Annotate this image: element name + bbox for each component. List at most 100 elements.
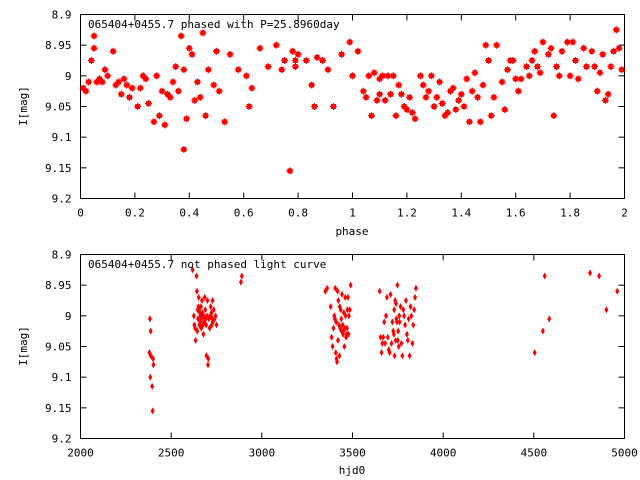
phased-data-point [289,47,297,55]
phased-data-point [397,90,405,98]
phased-data-point [452,106,460,114]
unphased-data-point [345,324,350,332]
phased-data-point [256,44,264,52]
unphased-data-point [393,336,398,344]
phased-data-point [381,96,389,104]
unphased-data-point [404,330,409,338]
unphased-data-point [384,293,389,301]
phased-data-point [172,63,180,71]
phased-data-point [460,103,468,110]
unphased-data-point [334,318,339,326]
phased-data-point [191,96,199,104]
phased-data-point [504,66,512,74]
phased-y-tick-label: 8.9 [52,9,72,22]
phased-data-point [196,93,204,101]
phased-data-point [221,118,229,126]
phased-x-tick-label: 0.4 [179,207,199,220]
unphased-data-point [615,287,620,295]
unphased-data-point [346,312,351,320]
phased-data-point [588,47,596,55]
phased-data-point [425,87,433,95]
unphased-data-point [413,293,418,301]
unphased-data-point [409,312,414,320]
phased-data-point [87,57,95,64]
phased-panel: 8.9 8.95 9 9.05 9.1 9.15 9.2 0 0.2 0.4 0.6 0.8 1 1.2… [17,9,628,239]
phased-data-point [85,78,93,86]
phased-data-point [349,72,356,80]
phased-data-point [406,93,414,101]
phased-data-point [531,47,539,55]
phased-x-tick-label: 1.4 [451,207,471,220]
phased-data-point [368,112,376,120]
unphased-data-point [342,343,347,350]
unphased-y-tick-label: 9.05 [45,341,72,354]
phased-data-point [183,115,191,123]
unphased-data-point [209,309,214,317]
unphased-data-point [150,407,155,415]
phased-data-point [215,87,223,95]
phased-data-point [142,75,150,83]
phased-x-tick-labels: 0 0.2 0.4 0.6 0.8 1 1.2 1.4 1.6 1.8 2 [77,207,628,220]
phased-y-tick-label: 9.2 [52,193,72,206]
phased-data-point [123,81,131,89]
phased-data-point [433,93,441,101]
unphased-y-tick-labels: 8.9 8.95 9 9.05 9.1 9.15 9.2 [45,249,72,446]
unphased-data-point [407,352,412,360]
unphased-data-point [402,312,407,320]
unphased-data-point [390,318,395,326]
phased-data-point [517,75,525,83]
unphased-chart-title: 065404+0455.7 not phased light curve [88,258,326,271]
phased-data-point [419,81,427,89]
phased-data-point [308,81,316,89]
unphased-data-point [201,330,206,338]
phased-data-point [615,44,623,52]
phased-data-point [202,112,210,120]
unphased-data-point [387,349,392,357]
phased-x-axis-label: phase [335,225,368,238]
phased-data-point [607,63,615,71]
phased-data-point [248,84,256,92]
phased-data-point [291,57,299,64]
phased-data-point [471,69,479,77]
unphased-data-point [412,306,417,314]
phased-data-point [408,109,416,117]
unphased-data-point [394,318,399,326]
unphased-data-point [211,306,216,314]
phased-data-point [177,32,185,40]
phased-data-point [536,69,544,77]
unphased-data-point [343,312,348,320]
unphased-data-point [203,306,208,314]
phased-data-point [569,38,577,46]
phased-x-tick-label: 1.6 [506,207,526,220]
unphased-data-point [400,352,405,360]
phased-data-point [210,81,218,89]
phased-data-point [566,72,574,80]
phased-data-point [188,50,196,58]
unphased-panel: 8.9 8.95 9 9.05 9.1 9.15 9.2 2000 2500 3000 3500 4… [17,249,638,478]
phased-data-point [161,121,169,129]
unphased-data-point [604,306,609,314]
phased-data-point [185,44,193,52]
phased-data-point [82,87,90,95]
phased-data-point [362,93,370,101]
unphased-x-tick-label: 5000 [611,447,638,460]
phased-data-points [79,26,626,175]
unphased-data-point [378,333,383,341]
unphased-data-point [330,343,335,350]
phased-data-point [490,93,498,101]
unphased-data-point [337,352,342,360]
phased-data-point [604,90,612,98]
unphased-data-point [333,284,338,292]
phased-data-point [155,112,163,120]
phased-data-point [346,38,354,46]
phased-data-point [411,115,419,123]
unphased-data-point [348,281,353,289]
unphased-data-point [331,324,336,332]
unphased-data-point [396,327,401,335]
unphased-x-tick-label: 3500 [339,447,366,460]
phased-data-point [487,112,495,120]
unphased-x-axis-label: hjd0 [339,464,366,477]
unphased-data-point [403,297,408,304]
